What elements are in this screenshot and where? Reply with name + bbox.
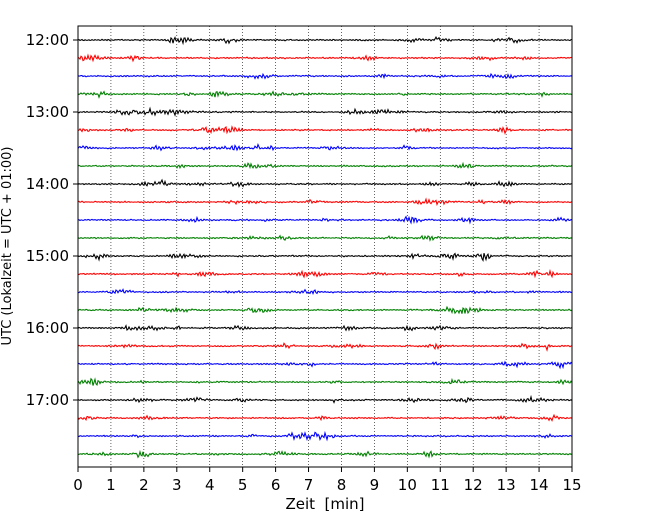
trace-1330 [77, 143, 573, 152]
trace-1530 [77, 288, 573, 296]
y-tick-label-12:00: 12:00 [26, 31, 69, 49]
trace-1545 [77, 305, 573, 315]
plot-frame [77, 25, 573, 468]
trace-1630 [77, 360, 573, 370]
trace-1230 [77, 72, 573, 80]
y-tick-label-17:00: 17:00 [26, 391, 69, 409]
y-tick-label-16:00: 16:00 [26, 319, 69, 337]
trace-1430 [77, 215, 573, 225]
trace-1400 [77, 178, 573, 188]
trace-1345 [77, 161, 573, 170]
trace-1600 [77, 324, 573, 332]
trace-1445 [77, 234, 573, 242]
trace-1745 [77, 449, 573, 459]
trace-1730 [77, 430, 573, 442]
x-tick-label-15: 15 [562, 476, 581, 494]
x-tick-label-11: 11 [431, 476, 450, 494]
x-tick-label-5: 5 [238, 476, 248, 494]
trace-1200 [77, 35, 573, 46]
x-tick-label-12: 12 [464, 476, 483, 494]
y-tick-label-14:00: 14:00 [26, 175, 69, 193]
y-axis-label: UTC (Lokalzeit = UTC + 01:00) [0, 147, 15, 346]
x-tick-label-10: 10 [398, 476, 417, 494]
x-tick-label-13: 13 [497, 476, 516, 494]
x-tick-label-3: 3 [172, 476, 182, 494]
y-axis-ticks: 12:00 13:00 14:00 15:00 16:00 17:00 [26, 31, 78, 409]
trace-1515 [77, 268, 573, 279]
x-tick-label-9: 9 [370, 476, 380, 494]
trace-1300 [77, 106, 573, 117]
trace-1700 [77, 394, 573, 404]
x-axis-label: Zeit [min] [285, 495, 364, 513]
x-axis-ticks: 0 1 2 3 4 5 6 7 8 9 10 11 12 13 14 15 [73, 467, 582, 494]
seismic-traces [77, 35, 573, 459]
trace-1645 [77, 377, 573, 386]
trace-1500 [77, 252, 573, 262]
x-tick-label-6: 6 [271, 476, 281, 494]
y-tick-label-15:00: 15:00 [26, 247, 69, 265]
x-tick-label-14: 14 [530, 476, 549, 494]
trace-1715 [77, 413, 573, 422]
trace-1615 [77, 342, 573, 352]
trace-1415 [77, 197, 573, 206]
trace-1245 [77, 90, 573, 99]
x-tick-label-8: 8 [337, 476, 347, 494]
x-tick-label-1: 1 [106, 476, 116, 494]
x-tick-label-0: 0 [73, 476, 83, 494]
trace-1315 [77, 125, 573, 135]
x-tick-label-7: 7 [304, 476, 314, 494]
y-tick-label-13:00: 13:00 [26, 103, 69, 121]
x-tick-label-4: 4 [205, 476, 215, 494]
trace-1215 [77, 53, 573, 63]
x-tick-label-2: 2 [139, 476, 149, 494]
